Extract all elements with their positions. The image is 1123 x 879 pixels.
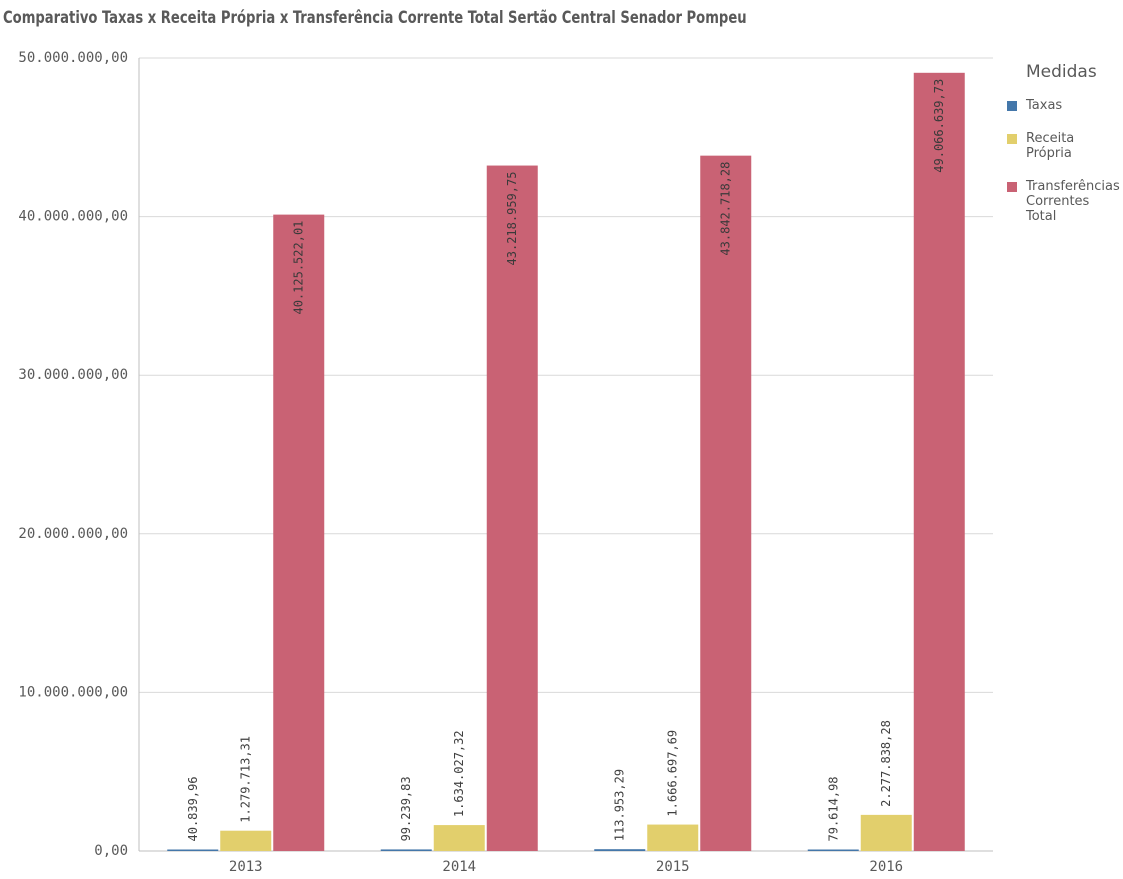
bar-transfer-ncias-correntes-total-2015 — [700, 155, 752, 852]
data-label: 113.953,29 — [613, 769, 627, 841]
data-label: 43.842.718,28 — [719, 162, 733, 256]
data-label: 1.279.713,31 — [239, 736, 253, 823]
x-tick-label: 2014 — [442, 859, 476, 875]
bar-transfer-ncias-correntes-total-2016 — [913, 72, 965, 851]
legend-title: Medidas — [1026, 62, 1097, 82]
y-tick-label: 50.000.000,00 — [18, 50, 128, 66]
x-tick-label: 2016 — [869, 859, 903, 875]
data-label: 40.125.522,01 — [292, 221, 306, 315]
data-label: 43.218.959,75 — [505, 172, 519, 266]
data-label: 1.666.697,69 — [666, 730, 680, 817]
data-label: 79.614,98 — [826, 776, 840, 841]
legend-item-transferencias[interactable]: Transferências Correntes Total — [1002, 179, 1122, 224]
bar-receita-pr-pria-2016 — [860, 814, 912, 851]
bar-taxas-2016 — [807, 849, 859, 851]
bar-transfer-ncias-correntes-total-2013 — [273, 214, 325, 851]
y-tick-label: 20.000.000,00 — [18, 526, 128, 542]
data-label: 1.634.027,32 — [452, 730, 466, 817]
bar-taxas-2013 — [167, 849, 219, 851]
y-tick-label: 0,00 — [94, 843, 128, 859]
legend-label-receita-propria: Receita Própria — [1026, 131, 1075, 161]
legend: Medidas Taxas Receita Própria Transferên… — [1002, 62, 1122, 242]
legend-label-taxas: Taxas — [1026, 98, 1063, 113]
legend-swatch-taxas — [1007, 101, 1017, 111]
chart-title: Comparativo Taxas x Receita Própria x Tr… — [3, 8, 747, 28]
bar-receita-pr-pria-2013 — [220, 830, 272, 851]
bar-taxas-2014 — [380, 849, 432, 851]
legend-swatch-receita-propria — [1007, 134, 1017, 144]
x-tick-label: 2013 — [229, 859, 263, 875]
legend-label-transferencias: Transferências Correntes Total — [1026, 179, 1120, 224]
bar-receita-pr-pria-2014 — [433, 825, 485, 851]
bar-taxas-2015 — [594, 849, 646, 851]
bar-receita-pr-pria-2015 — [647, 824, 699, 851]
data-label: 99.239,83 — [399, 776, 413, 841]
data-label: 49.066.639,73 — [932, 79, 946, 173]
legend-item-taxas[interactable]: Taxas — [1002, 98, 1122, 113]
legend-swatch-transferencias — [1007, 182, 1017, 192]
y-tick-label: 10.000.000,00 — [18, 684, 128, 700]
legend-item-receita-propria[interactable]: Receita Própria — [1002, 131, 1122, 161]
y-tick-label: 30.000.000,00 — [18, 367, 128, 383]
data-label: 2.277.838,28 — [879, 720, 893, 807]
x-tick-label: 2015 — [656, 859, 690, 875]
data-label: 40.839,96 — [186, 776, 200, 841]
bar-transfer-ncias-correntes-total-2014 — [486, 165, 538, 851]
y-tick-label: 40.000.000,00 — [18, 209, 128, 225]
